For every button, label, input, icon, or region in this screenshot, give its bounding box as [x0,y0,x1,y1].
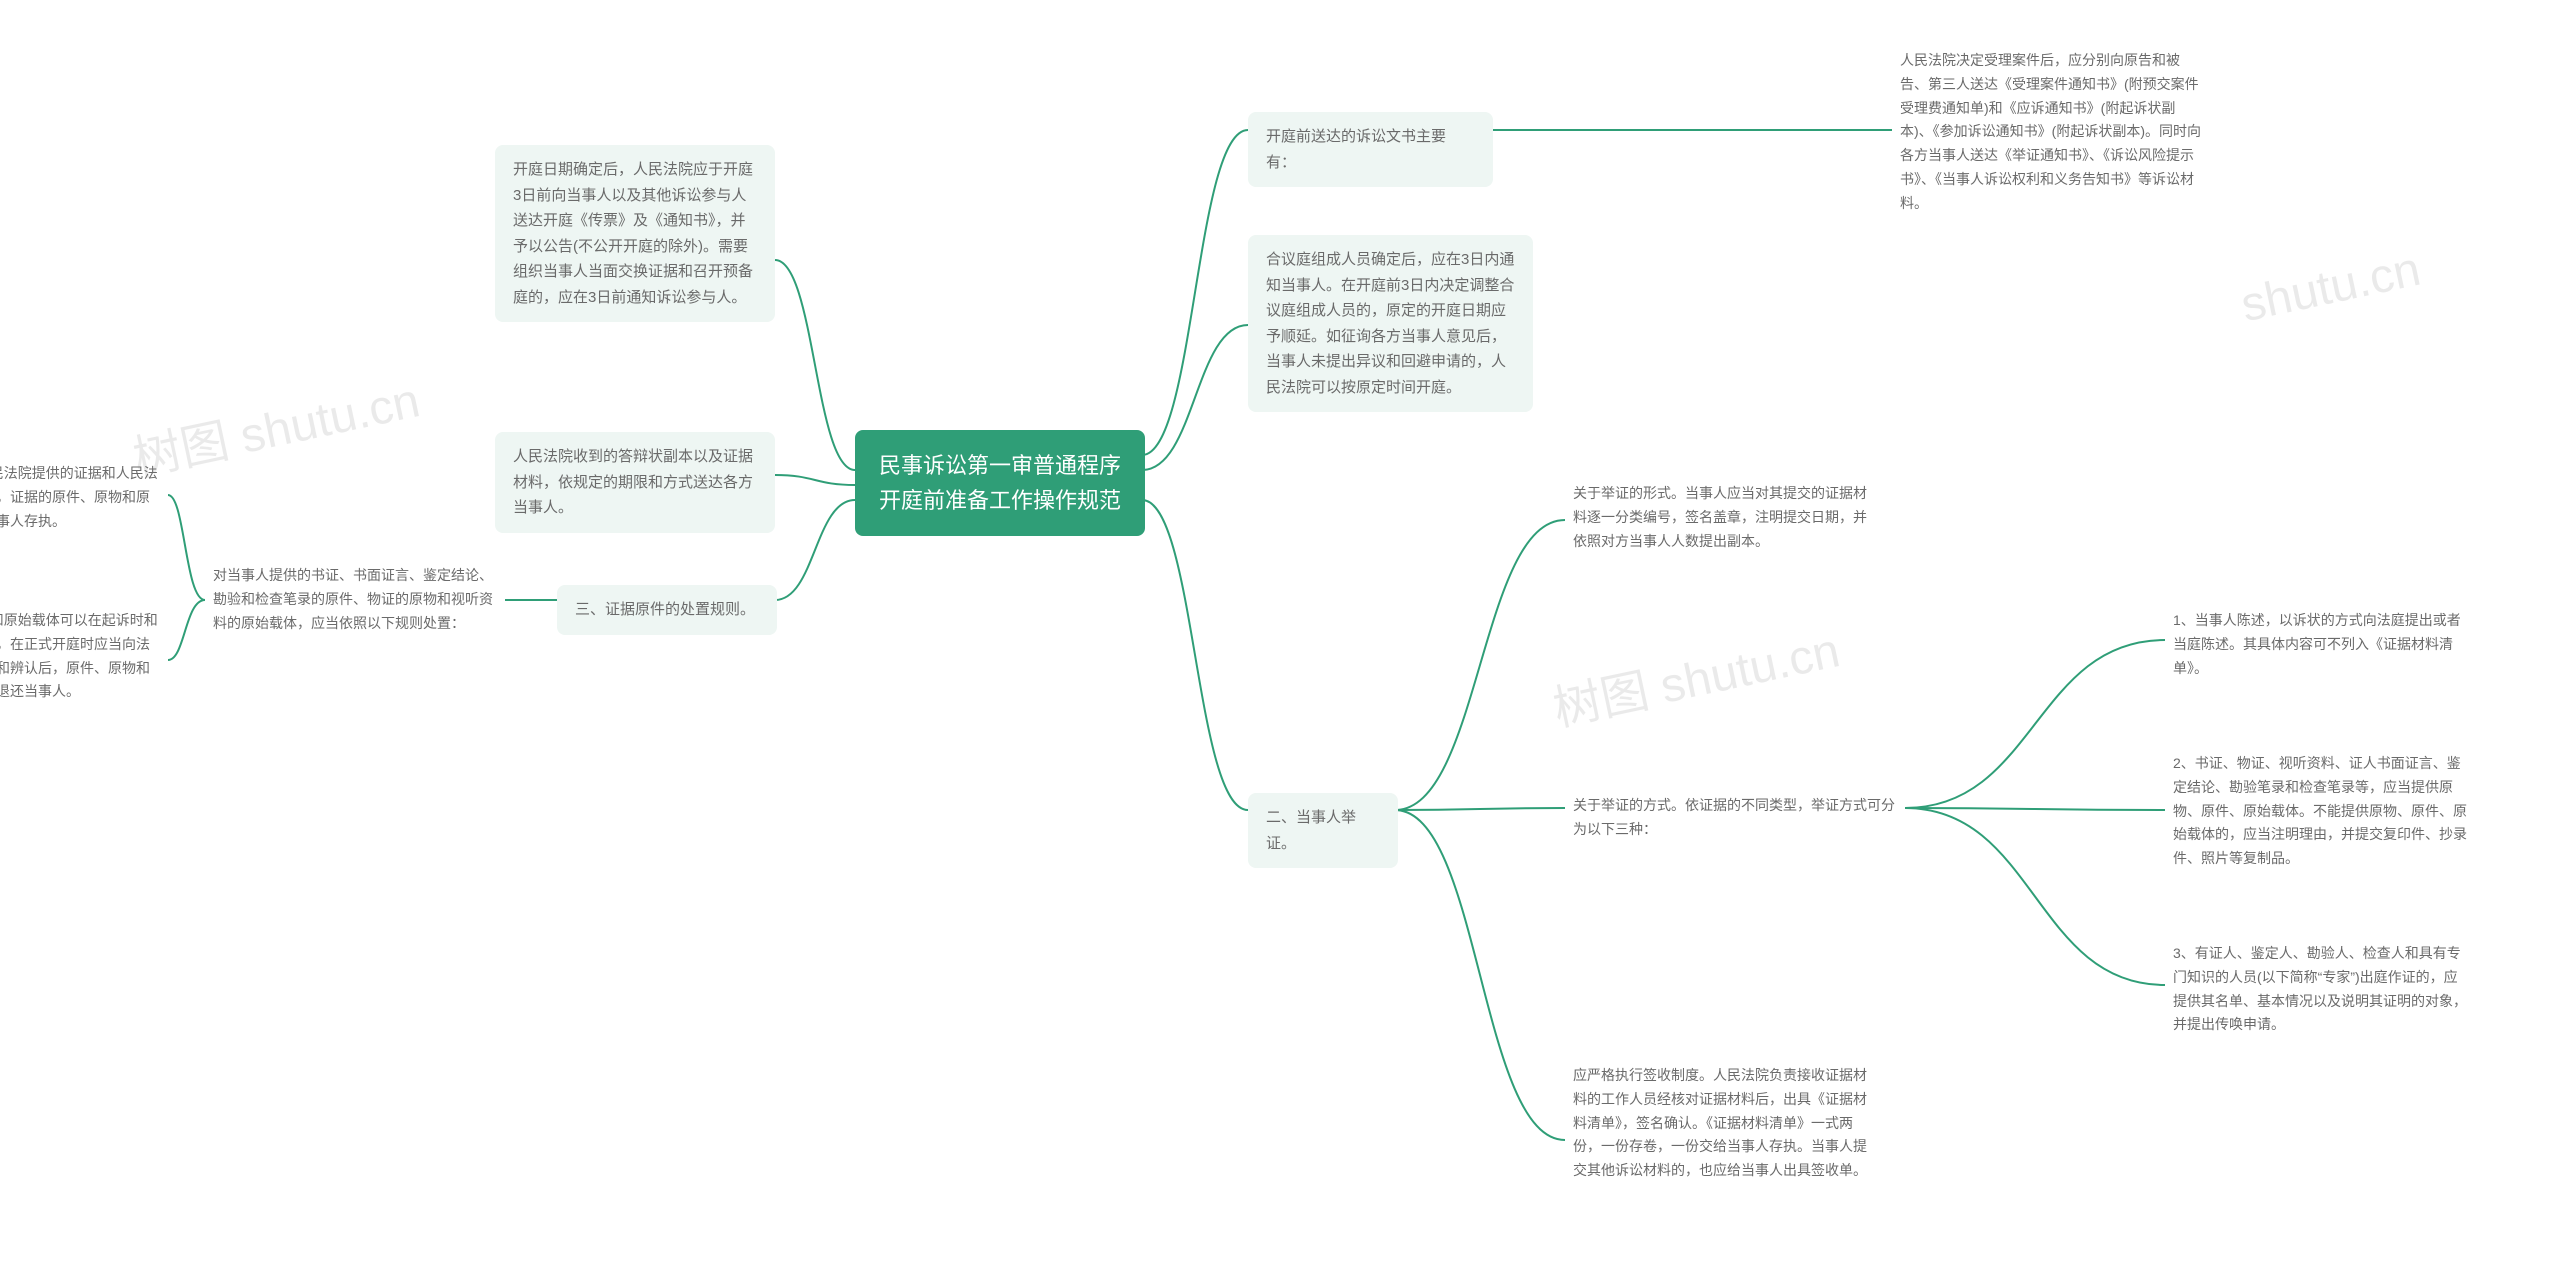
left-node-1: 开庭日期确定后，人民法院应于开庭3日前向当事人以及其他诉讼参与人送达开庭《传票》… [495,145,775,322]
right-node-2: 合议庭组成人员确定后，应在3日内通知当事人。在开庭前3日内决定调整合议庭组成人员… [1248,235,1533,412]
right-node-3-2-3: 3、有证人、鉴定人、勘验人、检查人和具有专门知识的人员(以下简称“专家”)出庭作… [2165,938,2475,1041]
right-node-3-1: 关于举证的形式。当事人应当对其提交的证据材料逐一分类编号，签名盖章，注明提交日期… [1565,478,1875,557]
left-node-3-1-2: 2、原件、原物和原始载体可以在起诉时和交换证据时出示，在正式开庭时应当向法庭出示… [0,605,170,708]
right-node-3: 二、当事人举证。 [1248,793,1398,868]
left-node-2: 人民法院收到的答辩状副本以及证据材料，依规定的期限和方式送达各方当事人。 [495,432,775,533]
left-node-3-1: 对当事人提供的书证、书面证言、鉴定结论、勘验和检查笔录的原件、物证的原物和视听资… [205,560,505,639]
left-node-3-1-1: 1、除了专为人民法院提供的证据和人民法院调取的证据外，证据的原件、原物和原始载体… [0,458,170,537]
right-node-3-3: 应严格执行签收制度。人民法院负责接收证据材料的工作人员经核对证据材料后，出具《证… [1565,1060,1875,1187]
right-node-3-2-1: 1、当事人陈述，以诉状的方式向法庭提出或者当庭陈述。其具体内容可不列入《证据材料… [2165,605,2475,684]
root-node: 民事诉讼第一审普通程序 开庭前准备工作操作规范 [855,430,1145,536]
right-node-3-2-2: 2、书证、物证、视听资料、证人书面证言、鉴定结论、勘验笔录和检查笔录等，应当提供… [2165,748,2475,875]
right-node-3-2: 关于举证的方式。依证据的不同类型，举证方式可分为以下三种： [1565,790,1905,846]
watermark-3: shutu.cn [2236,242,2425,334]
right-node-1: 开庭前送达的诉讼文书主要有： [1248,112,1493,187]
root-line-2: 开庭前准备工作操作规范 [877,483,1123,518]
watermark-1: 树图 shutu.cn [126,361,425,490]
watermark-2: 树图 shutu.cn [1546,611,1845,740]
left-node-3: 三、证据原件的处置规则。 [557,585,777,635]
root-line-1: 民事诉讼第一审普通程序 [877,448,1123,483]
right-node-1-1: 人民法院决定受理案件后，应分别向原告和被告、第三人送达《受理案件通知书》(附预交… [1892,45,2212,220]
